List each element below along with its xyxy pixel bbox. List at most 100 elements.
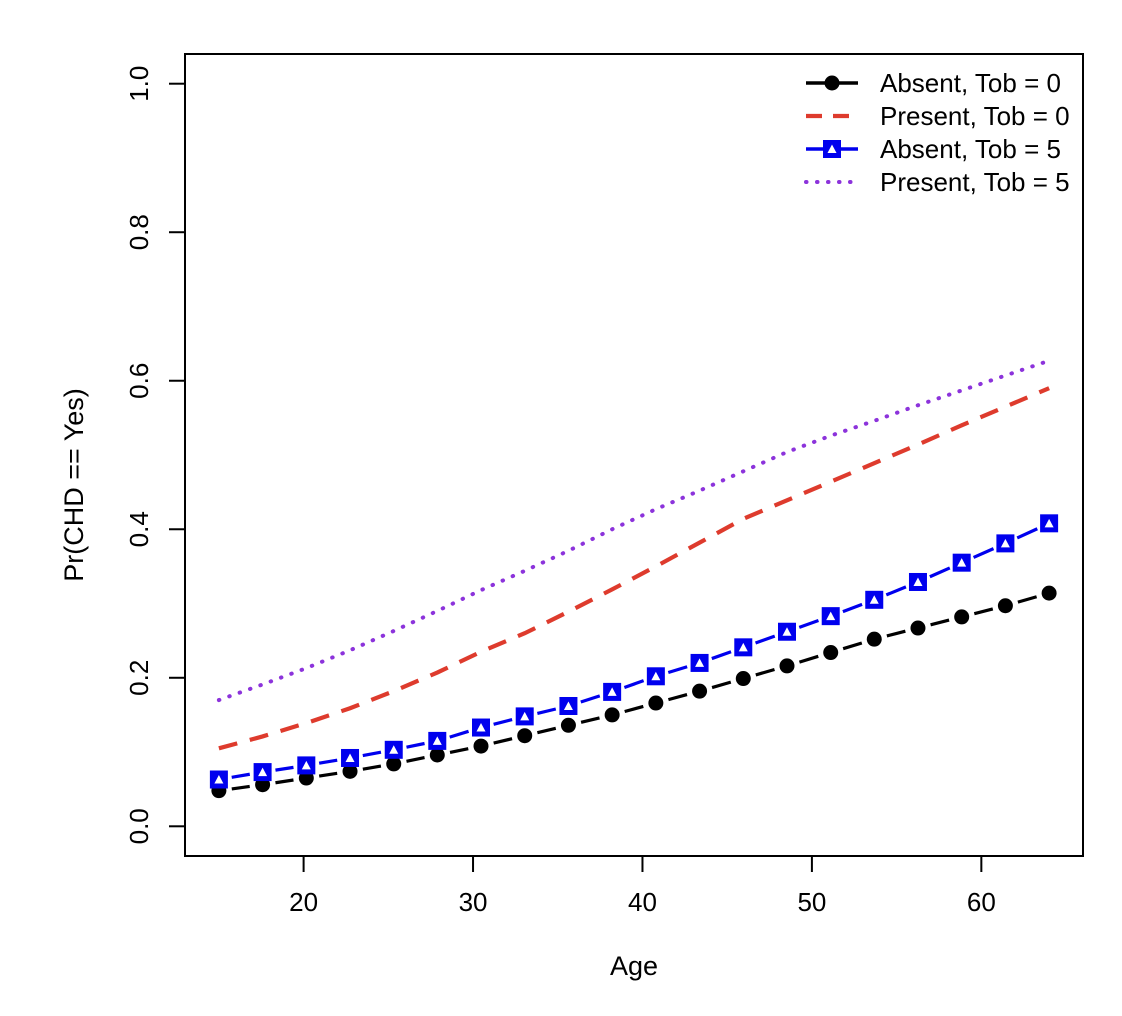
legend-label: Absent, Tob = 5 <box>880 134 1061 164</box>
series-segment <box>231 784 250 791</box>
series-segment <box>318 758 338 765</box>
series-segment <box>536 707 557 715</box>
series-segment <box>362 764 382 771</box>
series-segment <box>711 650 732 661</box>
series-segment <box>406 741 425 749</box>
series-segment <box>1017 595 1038 604</box>
marker-inner-triangle <box>607 687 617 696</box>
marker-inner-triangle <box>869 595 879 604</box>
series-segment <box>972 547 995 559</box>
x-tick-label: 20 <box>289 887 318 917</box>
series-segment <box>318 771 338 778</box>
plot-box <box>184 53 1084 857</box>
y-axis-label: Pr(CHD == Yes) <box>59 388 89 582</box>
series-segment <box>449 729 470 739</box>
series-segment <box>231 772 251 779</box>
series-segment <box>973 607 994 616</box>
series-segment <box>798 654 819 664</box>
data-point-marker <box>429 747 445 763</box>
series-segment <box>275 765 294 772</box>
data-point-marker <box>910 620 926 636</box>
data-point-marker <box>866 631 882 647</box>
x-tick-label: 50 <box>797 887 826 917</box>
marker-inner-triangle <box>563 701 573 710</box>
series-segment <box>667 665 688 675</box>
x-tick-label: 60 <box>967 887 996 917</box>
data-point-marker <box>386 756 402 772</box>
y-tick-label: 0.6 <box>124 363 154 399</box>
data-point-marker <box>560 717 576 733</box>
data-point-marker <box>473 738 489 754</box>
series-segment <box>754 634 776 645</box>
data-point-marker <box>823 645 839 661</box>
data-point-marker <box>779 658 795 674</box>
data-point-marker <box>342 763 358 779</box>
x-tick-label: 30 <box>459 887 488 917</box>
data-point-marker <box>1041 585 1057 601</box>
legend-label: Present, Tob = 0 <box>880 101 1070 131</box>
marker-inner-triangle <box>782 627 792 636</box>
series-segment <box>493 737 513 745</box>
series-segment <box>493 718 513 726</box>
marker-inner-triangle <box>432 736 442 745</box>
marker-inner-triangle <box>957 558 967 567</box>
series-segment <box>885 585 907 597</box>
marker-inner-triangle <box>1000 538 1010 548</box>
series-segment <box>536 726 557 735</box>
data-point-marker <box>997 598 1013 614</box>
series-segment <box>798 619 820 629</box>
series-segment <box>362 750 382 758</box>
marker-inner-triangle <box>738 642 748 652</box>
series-segment <box>842 602 863 614</box>
marker-inner-triangle <box>301 760 311 770</box>
data-point-marker <box>517 728 533 744</box>
series-segment <box>842 641 863 651</box>
legend-item: Absent, Tob = 5 <box>806 134 1061 164</box>
x-axis: 20 30 40 50 60 <box>289 856 996 917</box>
series-segment <box>449 747 469 754</box>
marker-inner-triangle <box>345 753 355 762</box>
marker-inner-triangle <box>651 671 661 681</box>
series-line <box>218 386 1050 751</box>
legend-item: Absent, Tob = 0 <box>806 68 1061 98</box>
marker-inner-triangle <box>389 745 399 754</box>
legend-item: Present, Tob = 5 <box>804 167 1070 197</box>
series-segment <box>667 693 688 702</box>
data-point-marker <box>648 695 664 711</box>
legend-item: Present, Tob = 0 <box>806 101 1070 131</box>
data-point-marker <box>954 609 970 625</box>
data-point-marker <box>824 75 840 91</box>
series-segment <box>580 694 601 704</box>
series-segment <box>1016 527 1038 540</box>
y-tick-label: 0.8 <box>124 214 154 250</box>
marker-inner-triangle <box>827 144 837 153</box>
marker-inner-triangle <box>520 711 530 721</box>
series-segment <box>755 667 775 677</box>
marker-inner-triangle <box>1044 518 1054 528</box>
legend-label: Absent, Tob = 0 <box>880 68 1061 98</box>
x-tick-label: 40 <box>628 887 657 917</box>
marker-inner-triangle <box>214 775 224 784</box>
series-segment <box>624 704 644 714</box>
data-point-marker <box>604 707 620 723</box>
marker-inner-triangle <box>258 767 268 777</box>
series-line <box>216 358 1052 703</box>
series-segment <box>930 618 950 627</box>
marker-inner-triangle <box>826 611 836 621</box>
series-absent-tob-5 <box>209 514 1059 789</box>
y-tick-label: 0.4 <box>124 511 154 547</box>
data-point-marker <box>735 671 751 687</box>
x-axis-label: Age <box>609 951 659 981</box>
legend-label: Present, Tob = 5 <box>880 167 1070 197</box>
y-tick-label: 0.2 <box>124 660 154 696</box>
y-tick-label: 1.0 <box>124 66 154 102</box>
marker-inner-triangle <box>476 723 486 732</box>
marker-inner-triangle <box>695 658 705 667</box>
y-axis: 0.0 0.2 0.4 0.6 0.8 1.0 <box>124 66 185 844</box>
data-point-marker <box>692 683 708 699</box>
marker-inner-triangle <box>913 577 923 586</box>
y-tick-label: 0.0 <box>124 808 154 844</box>
series-segment <box>711 680 732 690</box>
